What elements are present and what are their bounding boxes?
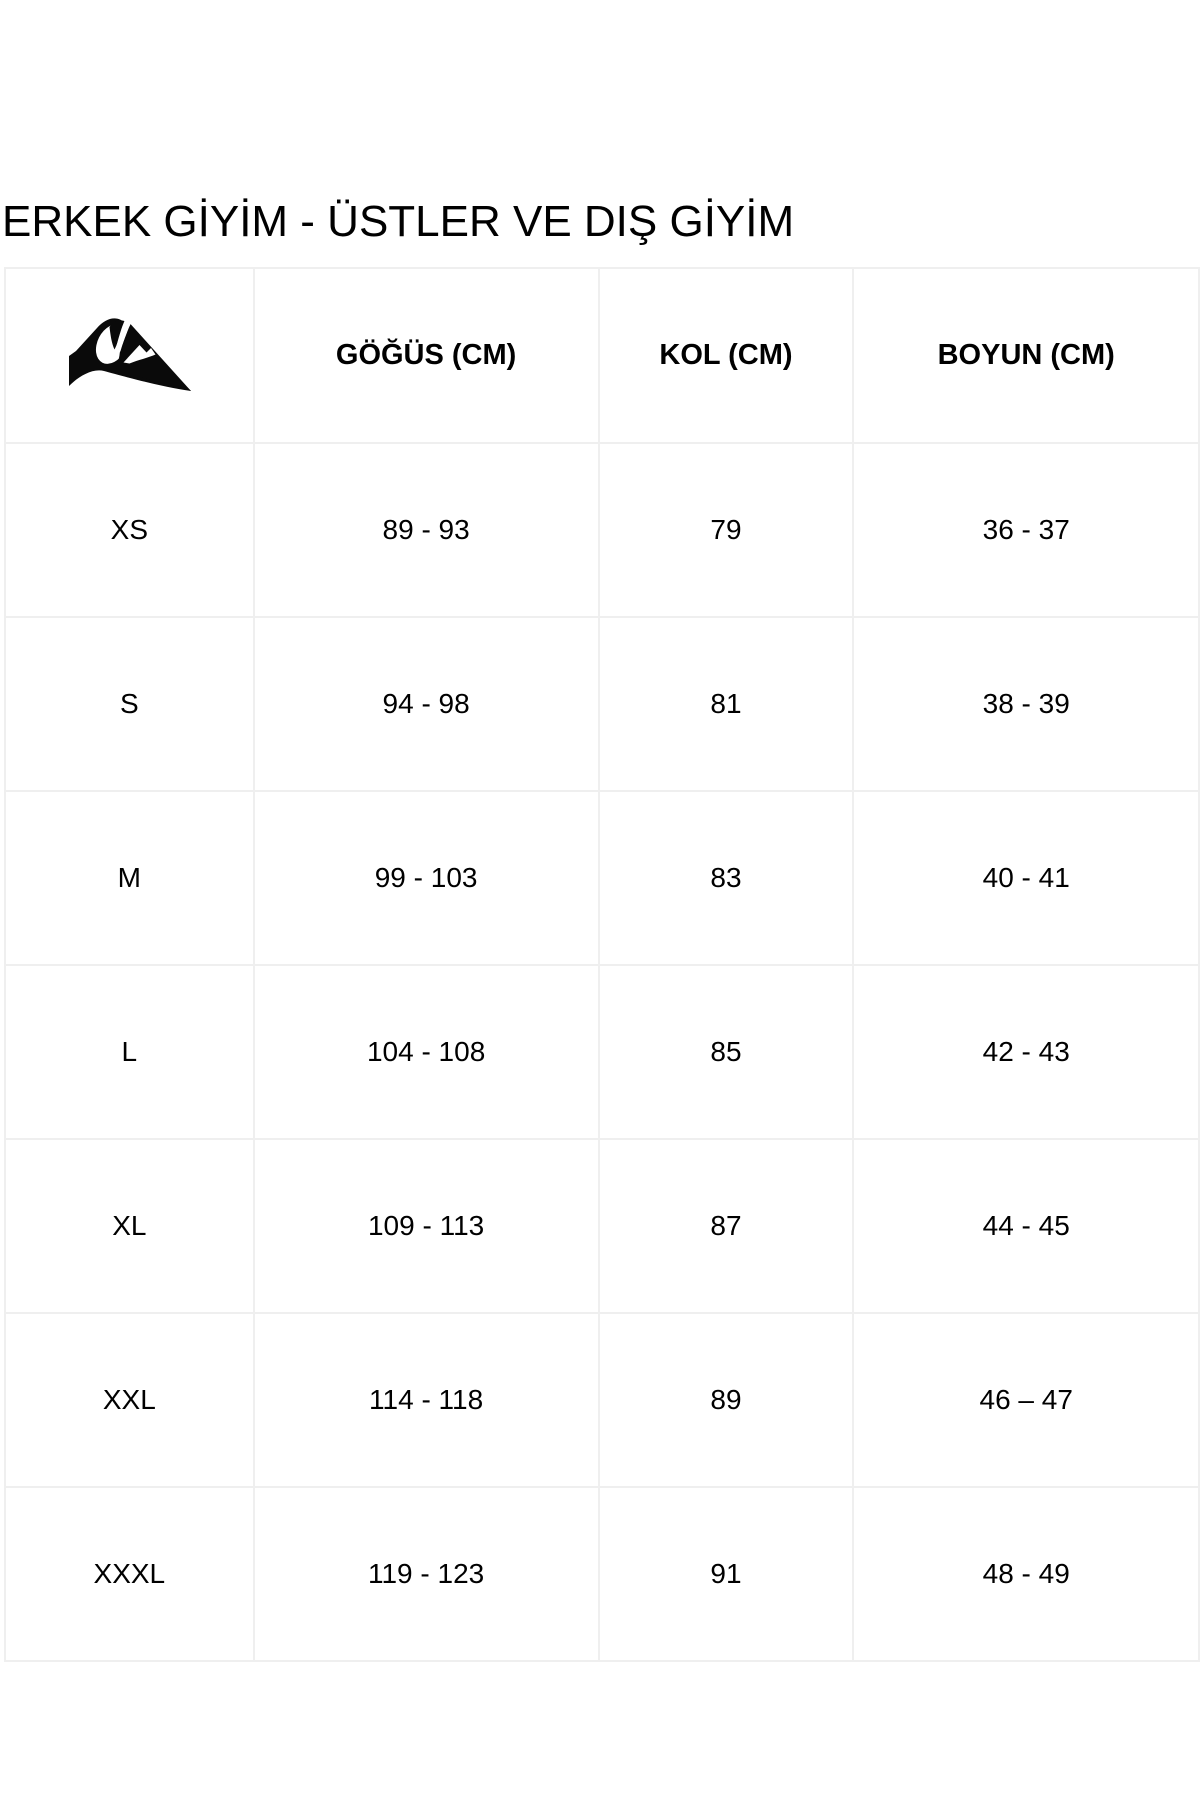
- column-header-gogus: GÖĞÜS (CM): [252, 267, 600, 444]
- column-header-boyun: BOYUN (CM): [852, 267, 1200, 444]
- size-cell: XXXL: [4, 1486, 255, 1662]
- table-row: M 99 - 103 83 40 - 41: [4, 790, 1200, 966]
- kol-cell: 87: [597, 1138, 855, 1314]
- table-row: XS 89 - 93 79 36 - 37: [4, 442, 1200, 618]
- table-row: S 94 - 98 81 38 - 39: [4, 616, 1200, 792]
- size-cell: S: [4, 616, 255, 792]
- size-cell: M: [4, 790, 255, 966]
- kol-cell: 83: [597, 790, 855, 966]
- gogus-cell: 89 - 93: [252, 442, 600, 618]
- kol-cell: 85: [597, 964, 855, 1140]
- boyun-cell: 44 - 45: [852, 1138, 1200, 1314]
- kol-cell: 81: [597, 616, 855, 792]
- kol-cell: 91: [597, 1486, 855, 1662]
- table-row: XXL 114 - 118 89 46 – 47: [4, 1312, 1200, 1488]
- boyun-cell: 36 - 37: [852, 442, 1200, 618]
- boyun-cell: 40 - 41: [852, 790, 1200, 966]
- quiksilver-logo-icon: [7, 270, 252, 441]
- size-cell: XXL: [4, 1312, 255, 1488]
- gogus-cell: 99 - 103: [252, 790, 600, 966]
- brand-logo-cell: [4, 267, 255, 444]
- size-chart-table: GÖĞÜS (CM) KOL (CM) BOYUN (CM) XS 89 - 9…: [4, 267, 1200, 1662]
- boyun-cell: 38 - 39: [852, 616, 1200, 792]
- table-row: XXXL 119 - 123 91 48 - 49: [4, 1486, 1200, 1662]
- page-title: ERKEK GİYİM - ÜSTLER VE DIŞ GİYİM: [2, 197, 795, 246]
- gogus-cell: 109 - 113: [252, 1138, 600, 1314]
- table-row: XL 109 - 113 87 44 - 45: [4, 1138, 1200, 1314]
- boyun-cell: 46 – 47: [852, 1312, 1200, 1488]
- gogus-cell: 104 - 108: [252, 964, 600, 1140]
- size-cell: L: [4, 964, 255, 1140]
- size-cell: XL: [4, 1138, 255, 1314]
- gogus-cell: 114 - 118: [252, 1312, 600, 1488]
- column-header-kol: KOL (CM): [597, 267, 855, 444]
- kol-cell: 79: [597, 442, 855, 618]
- boyun-cell: 42 - 43: [852, 964, 1200, 1140]
- size-cell: XS: [4, 442, 255, 618]
- gogus-cell: 94 - 98: [252, 616, 600, 792]
- header-row: GÖĞÜS (CM) KOL (CM) BOYUN (CM): [4, 267, 1200, 444]
- boyun-cell: 48 - 49: [852, 1486, 1200, 1662]
- table-row: L 104 - 108 85 42 - 43: [4, 964, 1200, 1140]
- gogus-cell: 119 - 123: [252, 1486, 600, 1662]
- kol-cell: 89: [597, 1312, 855, 1488]
